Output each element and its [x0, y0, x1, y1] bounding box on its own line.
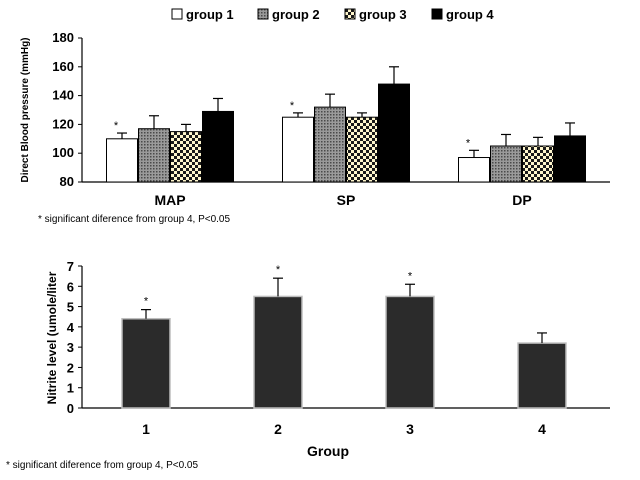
legend-swatch	[171, 8, 183, 20]
y-tick-label: 120	[52, 116, 74, 131]
category-label: SP	[337, 192, 356, 208]
y-axis-label: Direct Blood pressure (mmHg)	[20, 37, 31, 182]
bar	[522, 145, 554, 183]
y-tick-label: 100	[52, 145, 74, 160]
bar	[314, 106, 346, 183]
bar	[385, 295, 435, 409]
category-labels: MAP SP DP	[154, 192, 531, 208]
legend-label: group 1	[186, 7, 234, 22]
category-label: DP	[512, 192, 531, 208]
category-label: MAP	[154, 192, 185, 208]
category-label: 2	[274, 421, 282, 437]
legend-label: group 3	[359, 7, 407, 22]
bar	[121, 317, 171, 409]
y-tick-label: 5	[67, 300, 74, 315]
significance-mark: *	[290, 100, 295, 112]
y-ticks: 0 1 2 3 4 5 6 7	[67, 259, 82, 416]
significance-mark: *	[276, 264, 281, 276]
y-tick-label: 1	[67, 381, 74, 396]
legend-swatch	[344, 8, 356, 20]
legend-label: group 2	[272, 7, 320, 22]
bars: * * *	[121, 264, 567, 409]
category-label: 4	[538, 421, 546, 437]
y-tick-label: 2	[67, 360, 74, 375]
legend-label: group 4	[446, 7, 494, 22]
significance-mark: *	[144, 296, 149, 308]
significance-mark: *	[408, 270, 413, 282]
bar	[282, 116, 314, 183]
y-tick-label: 160	[52, 59, 74, 74]
category-label: 1	[142, 421, 150, 437]
y-tick-label: 180	[52, 30, 74, 45]
y-axis-label: Nitrite level (umole/liter	[45, 271, 59, 404]
bar	[458, 157, 490, 183]
footnote: * significant diference from group 4, P<…	[38, 214, 230, 225]
legend-swatch	[257, 8, 269, 20]
y-tick-label: 140	[52, 88, 74, 103]
y-ticks: 80 100 120 140 160 180	[52, 30, 82, 189]
y-tick-label: 6	[67, 279, 74, 294]
bar	[170, 131, 202, 183]
legend: group 1 group 2 group 3 group 4	[171, 7, 494, 22]
x-axis-label: Group	[307, 443, 349, 459]
y-tick-label: 0	[67, 401, 74, 416]
bars: * * *	[106, 66, 586, 183]
nitrite-chart: 0 1 2 3 4 5 6 7 * * * 1 2 3 4 Nitrite level (umole/l…	[6, 259, 610, 471]
bar	[106, 138, 138, 183]
bar	[378, 83, 410, 183]
bar	[202, 110, 234, 183]
y-tick-label: 3	[67, 340, 74, 355]
bar	[138, 128, 170, 183]
blood-pressure-chart: group 1 group 2 group 3 group 4 80 100 120 140…	[20, 7, 610, 225]
significance-mark: *	[114, 120, 119, 132]
y-tick-label: 80	[60, 174, 74, 189]
category-labels: 1 2 3 4	[142, 421, 546, 437]
bar	[517, 342, 567, 409]
bar	[554, 135, 586, 183]
bar	[346, 116, 378, 183]
significance-mark: *	[466, 137, 471, 149]
y-tick-label: 7	[67, 259, 74, 274]
legend-swatch	[431, 8, 443, 20]
bar	[490, 145, 522, 183]
footnote: * significant diference from group 4, P<…	[6, 460, 198, 471]
bar	[253, 295, 303, 409]
y-tick-label: 4	[67, 320, 75, 335]
category-label: 3	[406, 421, 414, 437]
